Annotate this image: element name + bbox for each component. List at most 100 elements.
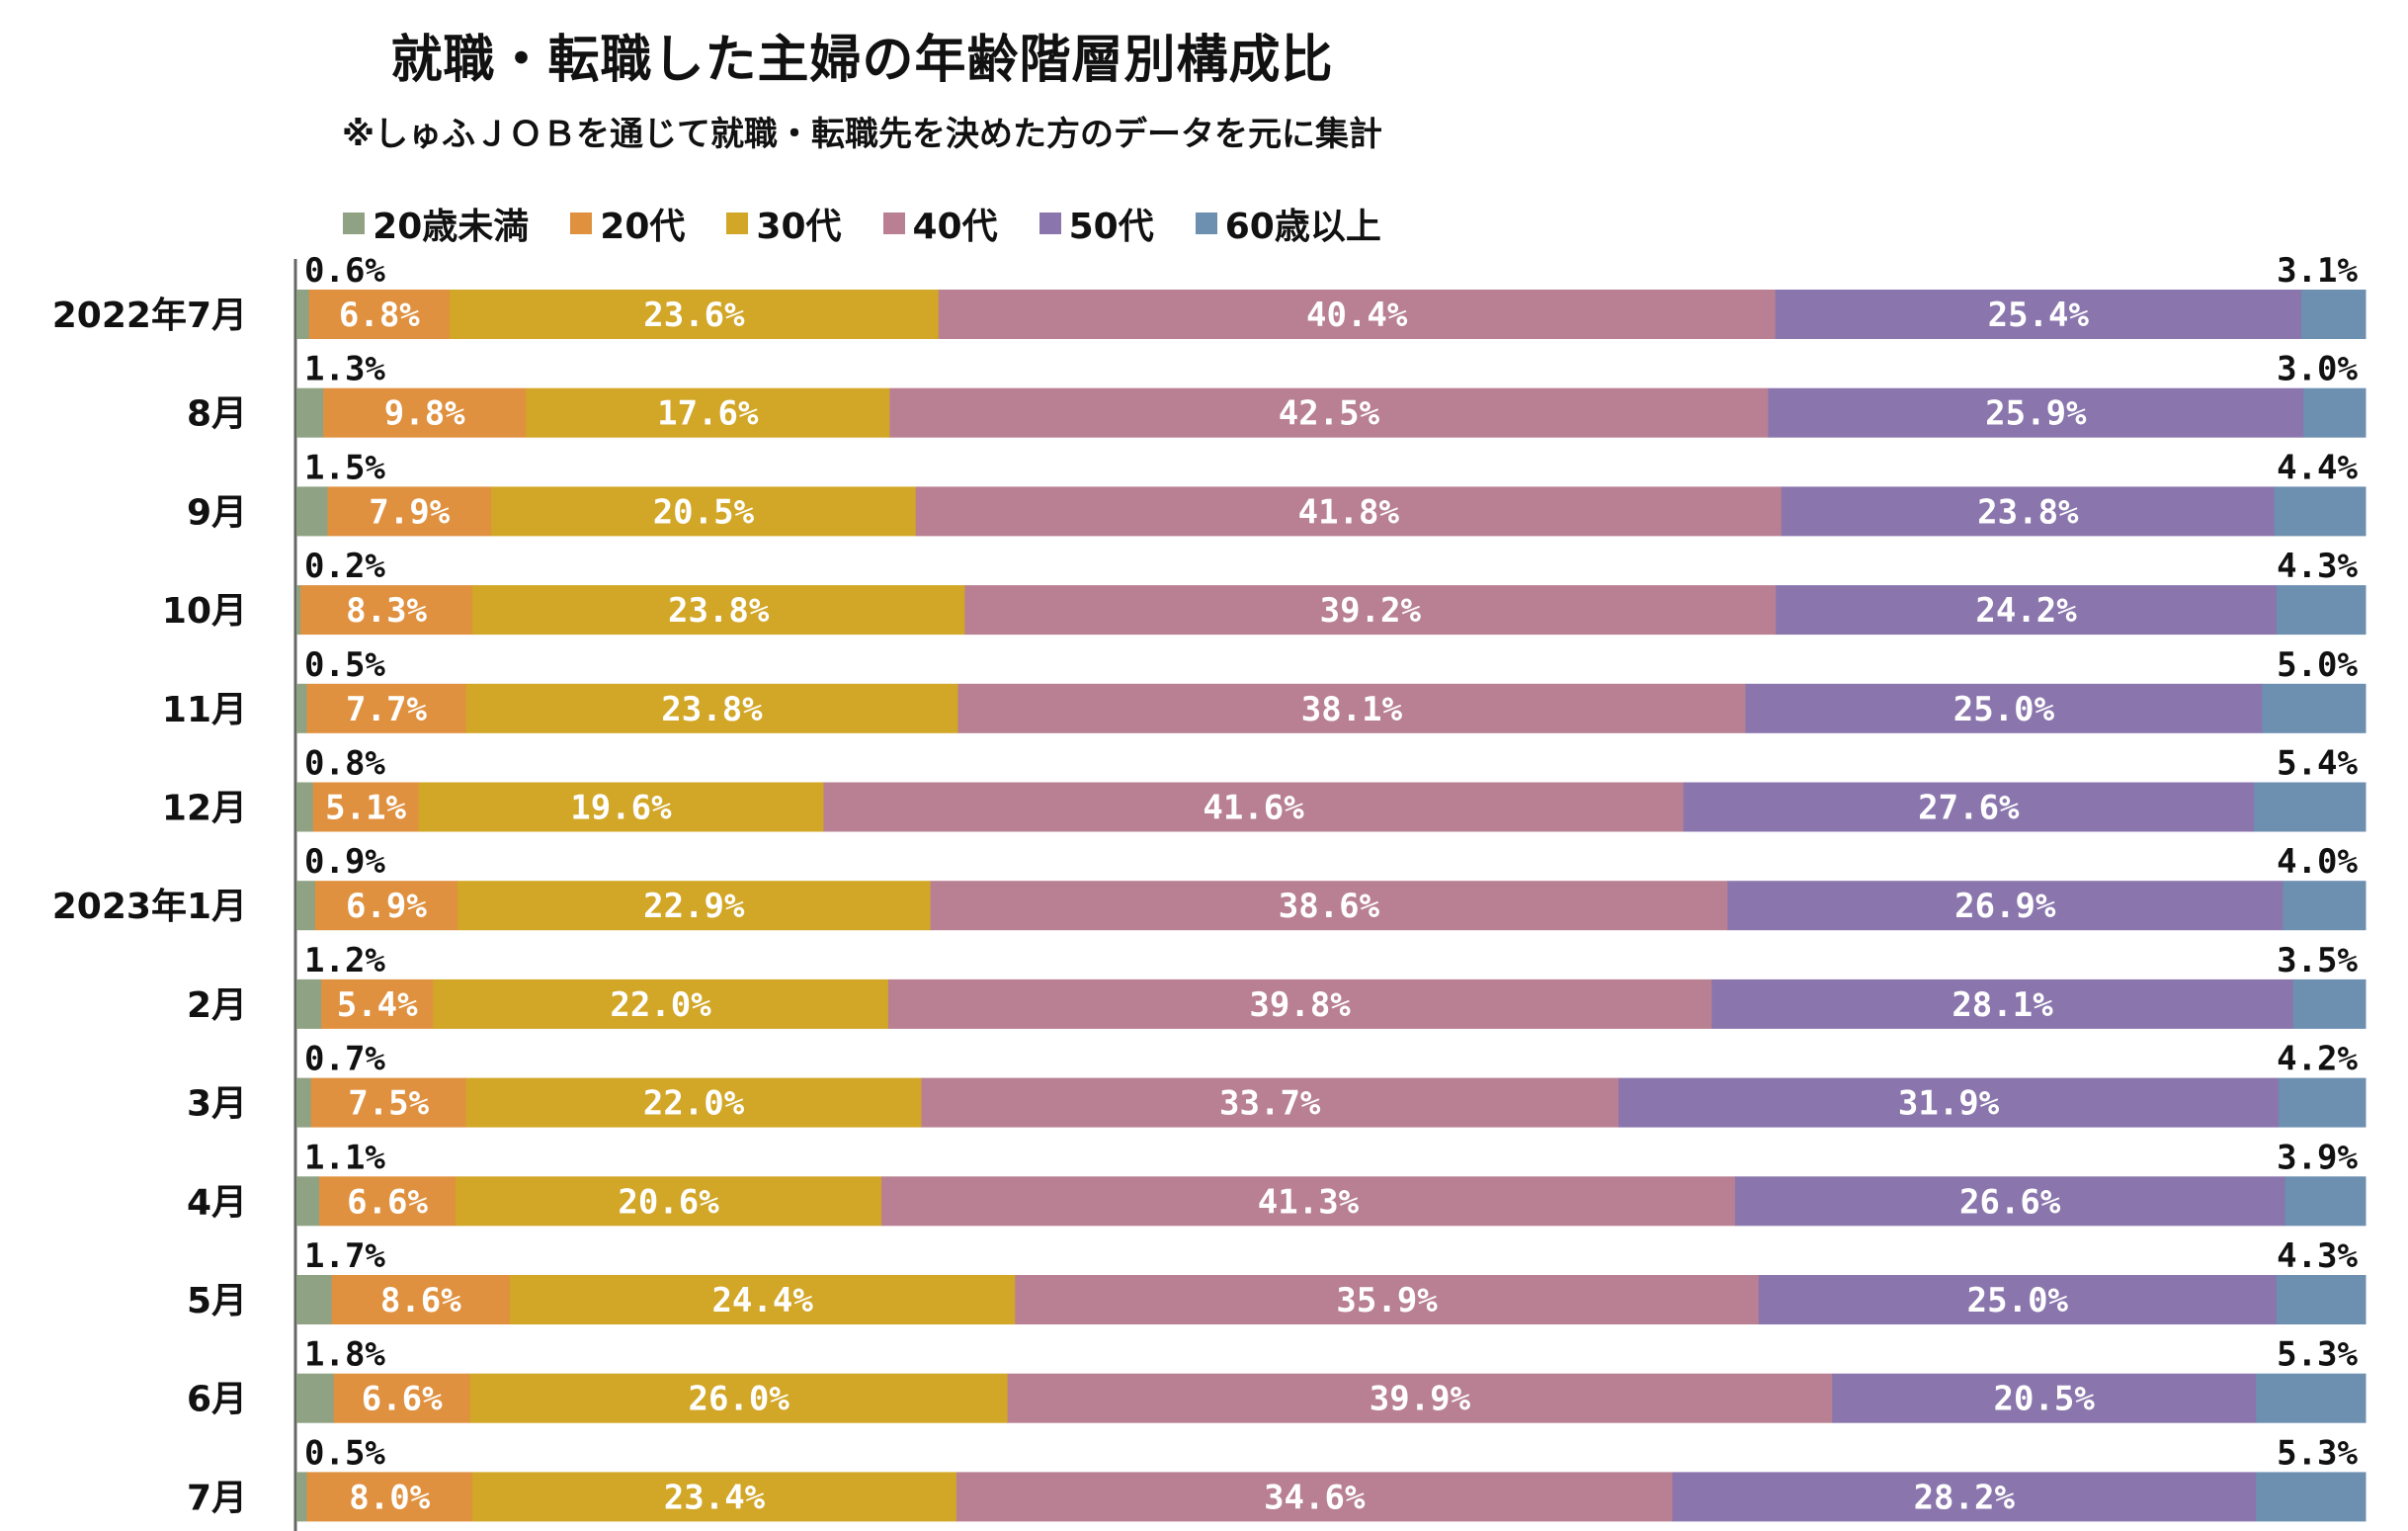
category-label: 12月 (162, 789, 247, 829)
bar-segment (469, 1373, 1009, 1423)
bar-segment (457, 881, 932, 931)
bar-segment (1727, 881, 2283, 931)
category-label: 2022年7月 (52, 296, 247, 336)
data-label: 41.6% (1203, 789, 1304, 828)
data-label: 7.5% (348, 1084, 429, 1124)
data-label: 7.7% (346, 690, 427, 729)
category-label: 3月 (187, 1084, 247, 1125)
category-label: 4月 (187, 1182, 247, 1223)
bar-segment (2301, 290, 2366, 339)
legend-label: 30代 (756, 207, 842, 247)
bar-segment (1015, 1275, 1760, 1324)
data-label: 35.9% (1336, 1281, 1438, 1320)
bar-segment (1832, 1373, 2257, 1423)
data-label: 24.2% (1975, 591, 2077, 631)
bar-segment (1683, 782, 2255, 832)
bar-segment (310, 1077, 467, 1128)
category-label: 5月 (187, 1281, 247, 1321)
bar-segment (957, 683, 1746, 733)
bar-segment (491, 486, 917, 537)
bar-segment (450, 290, 940, 339)
bar-segment (921, 1077, 1619, 1128)
data-label: 31.9% (1898, 1084, 2000, 1124)
bar-segment (2276, 1275, 2366, 1324)
category-label: 2023年1月 (52, 887, 247, 927)
data-label: 25.0% (1953, 690, 2055, 729)
data-label: 5.1% (325, 789, 406, 828)
bar-segment (1734, 1176, 2285, 1227)
legend-swatch (343, 213, 366, 234)
chart-subtitle: ※しゅふＪＯＢを通じて就職・転職先を決めた方のデータを元に集計 (341, 115, 1383, 154)
data-label: 0.5% (304, 645, 385, 685)
data-label: 6.9% (346, 887, 427, 926)
data-label: 25.9% (1985, 394, 2087, 434)
data-label: 5.4% (337, 985, 418, 1025)
data-label: 20.5% (1994, 1380, 2096, 1419)
bar-segment (889, 387, 1769, 438)
category-label: 2月 (187, 985, 247, 1026)
data-label: 3.5% (2277, 941, 2358, 980)
bar-segment (1745, 683, 2263, 733)
bar-segment (296, 1472, 307, 1522)
data-label: 39.8% (1249, 985, 1351, 1025)
legend-item: 50代 (1038, 198, 1154, 249)
legend-label: 60歳以上 (1224, 207, 1381, 247)
data-label: 38.6% (1279, 887, 1380, 926)
category-label: 9月 (187, 492, 247, 533)
data-label: 6.8% (339, 296, 420, 335)
bar-segment (296, 782, 314, 832)
data-label: 41.8% (1298, 492, 1400, 532)
data-label: 25.0% (1967, 1281, 2069, 1320)
data-label: 9.8% (384, 394, 465, 434)
bar-segment (2303, 387, 2366, 438)
bar-segment (2274, 486, 2366, 537)
data-label: 1.7% (304, 1236, 385, 1276)
data-label: 0.6% (304, 251, 385, 291)
chart-title: 就職・転職した主婦の年齢階層別構成比 (390, 31, 1334, 90)
data-label: 6.6% (347, 1182, 428, 1222)
legend-swatch (1038, 213, 1061, 234)
data-label: 38.1% (1301, 690, 1403, 729)
data-label: 33.7% (1219, 1084, 1321, 1124)
data-label: 22.0% (643, 1084, 745, 1124)
data-label: 23.4% (664, 1478, 766, 1517)
bar-segment (296, 486, 328, 537)
bar-segment (296, 1077, 312, 1128)
data-label: 4.4% (2277, 448, 2358, 487)
bar-segment (300, 585, 473, 636)
data-label: 0.2% (304, 547, 385, 586)
data-label: 39.2% (1320, 591, 1422, 631)
bar-segment (308, 290, 451, 339)
data-label: 0.7% (304, 1040, 385, 1079)
bar-segment (1619, 1077, 2280, 1128)
data-label: 22.9% (643, 887, 745, 926)
bar-segment (465, 1077, 922, 1128)
bar-segment (2292, 978, 2366, 1029)
data-label: 34.6% (1264, 1478, 1366, 1517)
data-label: 5.3% (2277, 1433, 2358, 1473)
category-label: 10月 (162, 591, 247, 632)
data-label: 1.1% (304, 1138, 385, 1177)
legend-label: 20歳未満 (373, 207, 530, 247)
data-label: 3.0% (2277, 350, 2358, 389)
bar-segment (418, 782, 824, 832)
data-label: 27.6% (1918, 789, 2020, 828)
bar-segment (312, 782, 419, 832)
data-label: 0.5% (304, 1433, 385, 1473)
bar-segment (2284, 1176, 2366, 1227)
data-label: 4.3% (2277, 1236, 2358, 1276)
bar-segment (2276, 585, 2366, 636)
data-label: 23.8% (1977, 492, 2079, 532)
bar-segment (319, 1176, 457, 1227)
data-label: 23.8% (668, 591, 770, 631)
data-label: 28.1% (1951, 985, 2053, 1025)
bar-segment (323, 387, 527, 438)
legend-swatch (882, 213, 905, 234)
bar-segment (930, 881, 1728, 931)
bar-segment (433, 978, 889, 1029)
data-label: 26.0% (688, 1380, 789, 1419)
data-label: 1.5% (304, 448, 385, 487)
bar-segment (306, 683, 467, 733)
bar-segment (1758, 1275, 2278, 1324)
legend-label: 20代 (600, 207, 686, 247)
